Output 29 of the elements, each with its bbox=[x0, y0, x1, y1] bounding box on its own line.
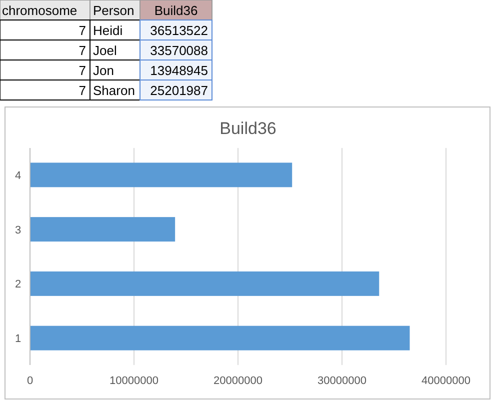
bar bbox=[30, 162, 292, 188]
bar bbox=[30, 326, 410, 350]
text: 25201987 bbox=[150, 83, 208, 98]
text: 36513522 bbox=[150, 23, 208, 38]
y-tick-label: 1 bbox=[14, 333, 22, 346]
text: chromosome bbox=[2, 3, 78, 18]
x-tick-label: 0 bbox=[26, 375, 34, 387]
text: 7 bbox=[78, 23, 86, 38]
x-tick-label: 10000000 bbox=[110, 375, 158, 387]
bar bbox=[30, 271, 380, 296]
y-tick-label: 3 bbox=[14, 224, 22, 236]
text: 7 bbox=[78, 83, 86, 98]
text: Build36 bbox=[154, 3, 198, 18]
text: Person bbox=[93, 3, 134, 18]
text: 7 bbox=[78, 63, 86, 78]
y-tick-label: 4 bbox=[14, 170, 22, 182]
x-tick-label: 40000000 bbox=[422, 375, 470, 387]
text: 33570088 bbox=[150, 43, 208, 58]
text: Joel bbox=[93, 43, 117, 58]
chart-title: Build36 bbox=[220, 119, 276, 138]
text: Heidi bbox=[93, 23, 123, 38]
text: Sharon bbox=[93, 83, 135, 98]
x-tick-label: 20000000 bbox=[214, 375, 262, 387]
x-tick-label: 30000000 bbox=[318, 375, 366, 387]
text: Jon bbox=[93, 63, 114, 78]
bar bbox=[30, 217, 176, 242]
y-tick-label: 2 bbox=[14, 278, 22, 291]
text: 13948945 bbox=[150, 63, 208, 78]
text: 7 bbox=[78, 43, 86, 58]
